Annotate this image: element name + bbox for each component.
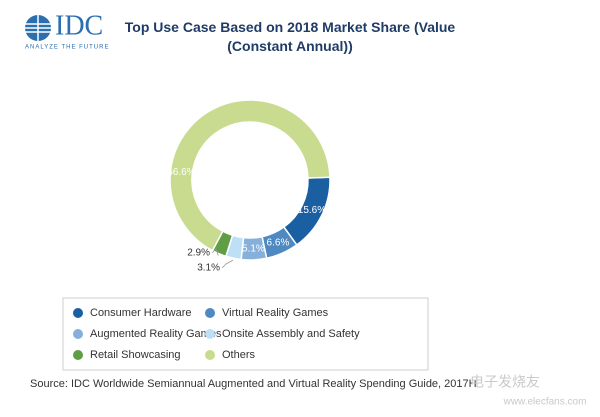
donut-slice (169, 99, 331, 252)
legend-label: Virtual Reality Games (222, 307, 329, 319)
legend-label: Onsite Assembly and Safety (222, 328, 360, 340)
data-label: 5.1% (242, 244, 265, 255)
legend-swatch (205, 308, 215, 318)
chart-title: Top Use Case Based on 2018 Market Share … (125, 19, 456, 54)
source: Source: IDC Worldwide Semiannual Augment… (30, 378, 477, 390)
legend-label: Others (222, 349, 256, 361)
legend-swatch (73, 308, 83, 318)
watermark-url: www.elecfans.com (503, 397, 587, 408)
data-label: 3.1% (197, 263, 220, 274)
logo: IDC ANALYZE THE FUTURE (25, 10, 109, 51)
logo-tagline: ANALYZE THE FUTURE (25, 45, 109, 51)
legend-label: Augmented Reality Games (90, 328, 222, 340)
logo-globe-lines (25, 15, 51, 41)
legend-label: Retail Showcasing (90, 349, 181, 361)
legend-box (62, 297, 429, 371)
data-label: 2.9% (187, 248, 210, 259)
watermark-name: 电子发烧友 (470, 374, 540, 390)
legend-swatch (73, 329, 83, 339)
legend-swatch (205, 350, 215, 360)
leader-line (221, 259, 234, 269)
legend-label: Consumer Hardware (90, 307, 191, 319)
data-label: 15.6% (298, 205, 326, 216)
donut: 15.6% 6.6%5.1% 3.1% 2.9% 66.6% (167, 99, 331, 274)
legend-swatch (73, 350, 83, 360)
data-label: 66.6% (167, 167, 195, 178)
logo-name: IDC (55, 10, 103, 41)
data-label: 6.6% (267, 238, 290, 249)
leader-line (211, 248, 219, 256)
legend: Consumer Hardware Virtual Reality GamesAu… (73, 307, 360, 361)
legend-swatch (205, 329, 215, 339)
